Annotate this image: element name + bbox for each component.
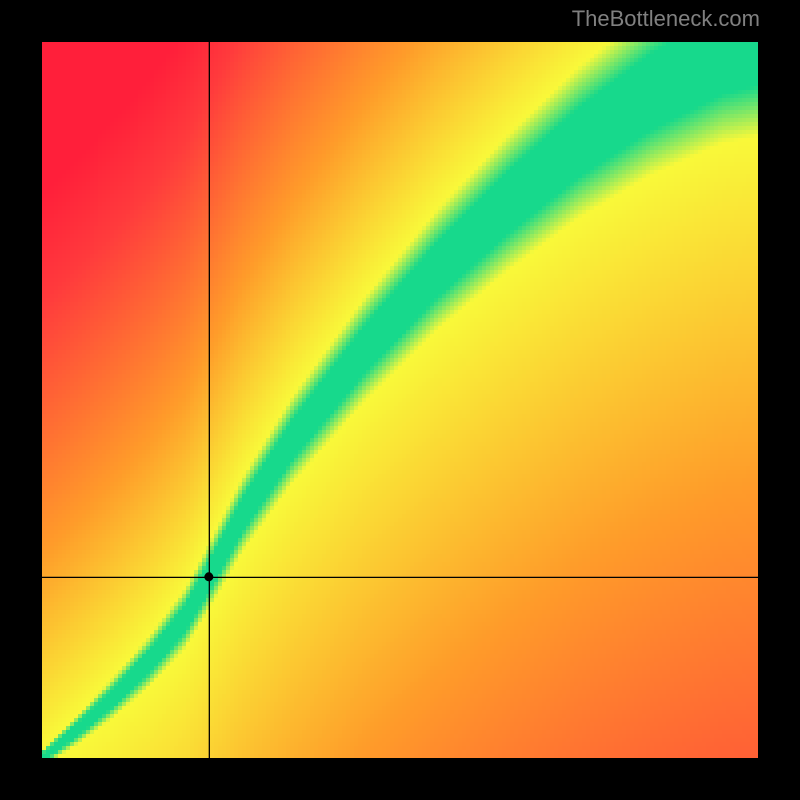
figure-root: TheBottleneck.com — [0, 0, 800, 800]
watermark-text: TheBottleneck.com — [572, 6, 760, 32]
heatmap-canvas — [42, 42, 758, 758]
plot-area — [42, 42, 758, 758]
